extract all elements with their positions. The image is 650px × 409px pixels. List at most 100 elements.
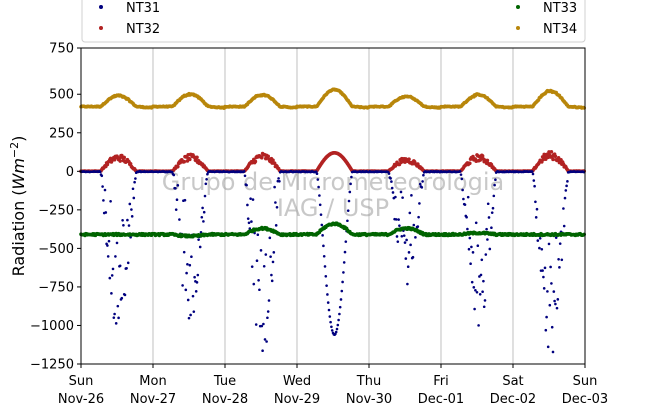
- point-nt31: [487, 216, 491, 219]
- point-nt31: [462, 197, 465, 201]
- point-nt31: [474, 221, 478, 225]
- point-nt31: [391, 191, 395, 194]
- x-tick-label-day: Wed: [283, 374, 311, 389]
- point-nt31: [100, 174, 104, 178]
- x-tick-label-day: Sun: [573, 374, 598, 389]
- point-nt31: [555, 306, 559, 310]
- point-nt31: [263, 338, 267, 341]
- watermark-line-2: IAG / USP: [277, 194, 389, 222]
- point-nt31: [242, 170, 246, 173]
- point-nt31: [121, 219, 124, 222]
- point-nt31: [275, 206, 279, 209]
- point-nt31: [274, 224, 278, 227]
- point-nt31: [98, 170, 102, 174]
- point-nt31: [542, 287, 546, 290]
- x-tick-label-day: Thu: [356, 374, 381, 389]
- point-nt31: [201, 206, 204, 210]
- point-nt31: [485, 227, 488, 231]
- point-nt31: [329, 320, 332, 324]
- point-nt31: [270, 279, 274, 283]
- point-nt31: [247, 221, 251, 225]
- legend-label-nt31: NT31: [126, 1, 160, 16]
- point-nt31: [246, 217, 250, 220]
- point-nt31: [131, 187, 135, 191]
- point-nt31: [114, 255, 117, 258]
- point-nt31: [118, 264, 122, 268]
- point-nt31: [335, 327, 339, 331]
- point-nt31: [344, 240, 348, 243]
- point-nt31: [343, 250, 347, 254]
- point-nt31: [269, 255, 272, 258]
- point-nt31: [418, 202, 421, 205]
- point-nt31: [486, 202, 490, 206]
- point-nt31: [421, 180, 424, 183]
- legend-label-nt34: NT34: [543, 22, 577, 37]
- point-nt31: [565, 184, 568, 188]
- point-nt31: [546, 345, 550, 349]
- point-nt31: [401, 196, 404, 199]
- point-nt31: [387, 172, 391, 175]
- x-axis-ticks: Sun Nov-26 Mon Nov-27 Tue Nov-28 Wed Nov-29 Thu N…: [58, 364, 608, 407]
- point-nt31: [257, 279, 260, 282]
- point-nt31: [330, 325, 333, 329]
- point-nt31: [540, 247, 544, 251]
- point-nt31: [323, 265, 327, 268]
- point-nt31: [460, 177, 464, 181]
- x-tick-label-date: Nov-28: [202, 392, 248, 407]
- point-nt31: [553, 299, 556, 303]
- point-nt31: [114, 322, 118, 325]
- point-nt32: [266, 154, 271, 159]
- point-nt31: [117, 316, 120, 320]
- point-nt31: [479, 273, 483, 277]
- y-tick-label: 500: [49, 88, 74, 103]
- point-nt32: [485, 158, 490, 163]
- point-nt31: [346, 209, 350, 212]
- point-nt31: [472, 286, 476, 289]
- y-axis-ticks: 750 500 250 0 −250 −500 −750 −1000 −1250: [30, 42, 81, 373]
- point-nt31: [404, 257, 408, 260]
- point-nt31: [174, 187, 177, 190]
- point-nt31: [414, 236, 417, 239]
- point-nt31: [193, 275, 196, 279]
- point-nt31: [411, 255, 415, 259]
- point-nt31: [562, 207, 565, 210]
- point-nt31: [274, 201, 277, 204]
- point-nt31: [554, 302, 557, 306]
- point-nt31: [420, 186, 424, 189]
- point-nt31: [178, 218, 181, 221]
- point-nt31: [278, 179, 281, 183]
- point-nt31: [262, 322, 265, 326]
- point-nt31: [315, 172, 319, 175]
- point-nt31: [103, 188, 107, 192]
- point-nt31: [549, 265, 552, 269]
- point-nt32: [468, 161, 472, 166]
- x-tick-label-date: Nov-30: [346, 392, 392, 407]
- point-nt31: [205, 178, 208, 181]
- point-nt31: [113, 312, 116, 316]
- point-nt31: [322, 244, 325, 248]
- point-nt31: [133, 180, 136, 184]
- y-tick-label: 750: [49, 42, 74, 57]
- point-nt31: [267, 299, 271, 302]
- point-nt31: [406, 282, 409, 286]
- data-points: [79, 87, 586, 354]
- point-nt31: [264, 253, 268, 256]
- point-nt31: [461, 188, 464, 192]
- y-tick-label: −1250: [30, 358, 74, 373]
- point-nt31: [261, 349, 264, 352]
- point-nt32: [556, 156, 561, 160]
- point-nt31: [543, 266, 547, 270]
- point-nt31: [350, 175, 353, 179]
- point-nt31: [476, 244, 480, 248]
- point-nt31: [245, 183, 248, 187]
- point-nt31: [109, 199, 112, 203]
- point-nt31: [328, 315, 332, 318]
- point-nt31: [394, 218, 398, 221]
- point-nt31: [271, 260, 275, 264]
- point-nt31: [249, 197, 252, 200]
- point-nt31: [458, 170, 462, 173]
- point-nt31: [531, 172, 535, 176]
- point-nt32: [260, 155, 264, 160]
- point-nt31: [189, 313, 192, 317]
